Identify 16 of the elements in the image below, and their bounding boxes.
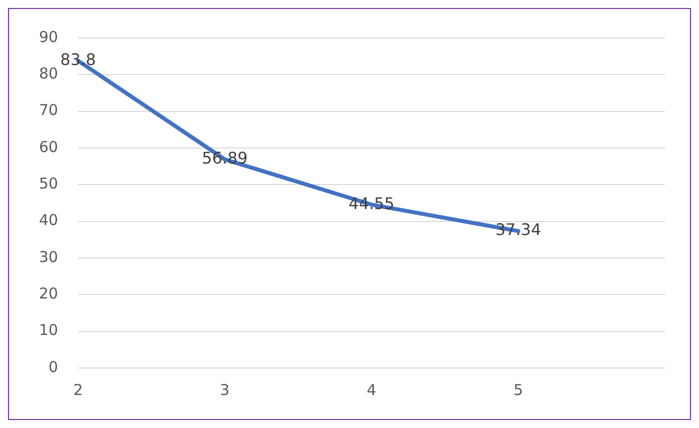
y-tick-label: 10 — [38, 321, 58, 340]
y-tick-label: 50 — [38, 174, 58, 193]
y-tick-label: 90 — [38, 28, 58, 46]
x-tick-label: 5 — [514, 380, 524, 399]
y-tick-label: 20 — [38, 284, 58, 303]
y-tick-label: 70 — [38, 101, 58, 120]
y-tick-label: 40 — [38, 211, 58, 230]
y-tick-label: 30 — [38, 248, 58, 266]
x-tick-label: 2 — [73, 380, 83, 399]
x-tick-label: 4 — [366, 380, 376, 399]
y-tick-label: 60 — [38, 138, 58, 156]
data-label: 37.34 — [495, 220, 542, 240]
y-tick-label: 80 — [38, 64, 58, 83]
y-tick-label: 0 — [48, 358, 58, 376]
data-label: 83.8 — [60, 50, 96, 69]
x-tick-label: 3 — [220, 380, 230, 399]
